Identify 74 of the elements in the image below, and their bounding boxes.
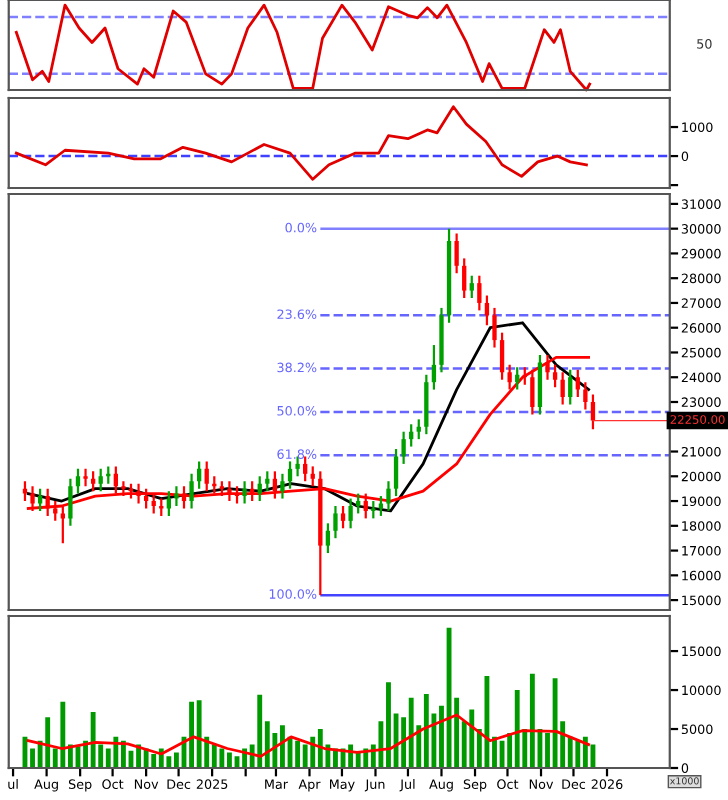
- bar: [219, 748, 225, 768]
- candlestick: [560, 371, 565, 406]
- bar: [484, 676, 490, 768]
- bar: [166, 756, 172, 768]
- bar: [529, 673, 535, 768]
- candlestick: [174, 485, 179, 508]
- candlestick: [492, 306, 497, 349]
- candlestick: [537, 353, 543, 416]
- candlestick: [499, 331, 505, 381]
- bar: [317, 729, 323, 768]
- candlestick: [386, 480, 391, 513]
- candlestick: [265, 470, 270, 493]
- candlestick: [424, 373, 429, 436]
- candlestick: [204, 460, 209, 493]
- candlestick: [22, 480, 28, 503]
- candlestick: [575, 368, 580, 399]
- candlestick: [83, 467, 88, 488]
- candlestick: [431, 343, 437, 391]
- candlestick: [98, 467, 103, 493]
- bar: [90, 711, 96, 768]
- candlestick: [295, 455, 300, 478]
- candlestick: [227, 480, 232, 503]
- candlestick: [356, 492, 361, 515]
- candlestick: [249, 480, 255, 503]
- bar: [189, 701, 195, 768]
- candlestick: [590, 393, 596, 431]
- bar: [60, 701, 66, 768]
- bar: [257, 694, 263, 768]
- bar: [552, 678, 558, 768]
- bar: [280, 725, 285, 768]
- candlestick: [242, 480, 247, 505]
- line-series: [26, 713, 591, 758]
- candlestick: [477, 274, 482, 312]
- candlestick: [583, 381, 588, 411]
- bar: [386, 682, 391, 768]
- candlestick: [37, 487, 43, 513]
- candlestick: [552, 363, 558, 389]
- bar: [211, 744, 217, 768]
- candlestick: [462, 257, 467, 300]
- bar: [295, 740, 301, 768]
- candlestick: [257, 475, 262, 503]
- bar: [514, 690, 520, 768]
- candlestick: [469, 274, 474, 300]
- bar: [227, 752, 232, 768]
- candlestick: [136, 482, 141, 505]
- candlestick: [280, 472, 285, 500]
- candlestick: [348, 497, 353, 530]
- candlestick: [189, 472, 194, 510]
- candlestick: [325, 522, 331, 555]
- bar: [499, 740, 505, 768]
- candlestick: [310, 465, 315, 488]
- candlestick: [401, 430, 406, 466]
- candlestick: [454, 232, 459, 275]
- bar: [45, 717, 51, 768]
- bar: [196, 700, 202, 768]
- line-series: [14, 105, 588, 181]
- candlestick: [90, 470, 96, 493]
- candlestick: [507, 363, 512, 391]
- candlestick: [68, 477, 73, 527]
- candlestick: [303, 455, 308, 483]
- candlestick: [121, 480, 126, 498]
- candlestick: [75, 467, 81, 495]
- candlestick: [568, 368, 573, 406]
- bar: [423, 693, 429, 768]
- candlestick: [416, 418, 421, 441]
- candlestick: [340, 504, 346, 530]
- candlestick: [530, 368, 535, 416]
- bar: [469, 709, 475, 768]
- candlestick: [333, 504, 338, 540]
- bar: [151, 753, 157, 768]
- bar: [302, 744, 308, 768]
- bar: [575, 740, 581, 768]
- bar: [408, 697, 414, 768]
- candlestick: [393, 447, 399, 498]
